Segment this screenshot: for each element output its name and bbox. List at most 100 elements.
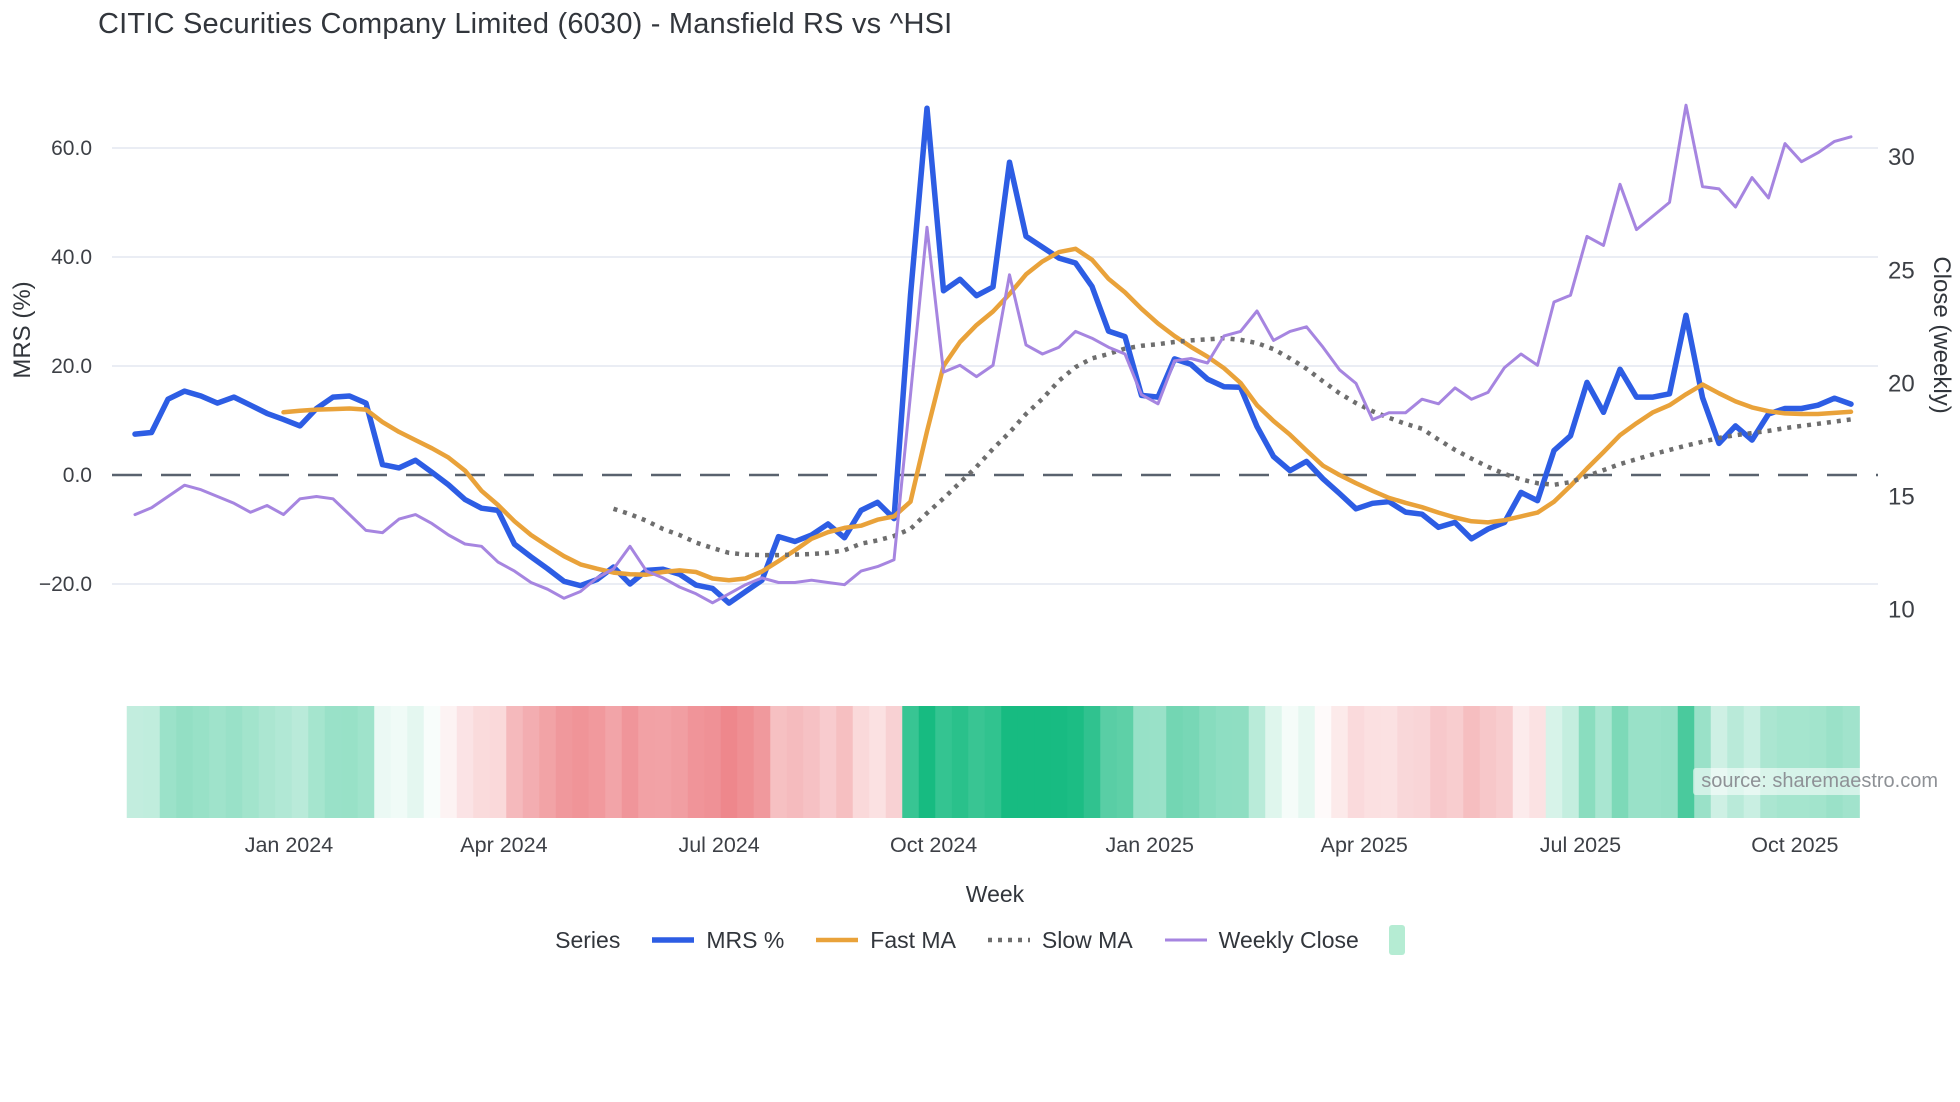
series-line-mrs- — [132, 105, 1854, 606]
heatmap-cell — [1380, 706, 1398, 818]
dotted-line-sample-slow-ma-icon — [987, 937, 1030, 943]
x-tick-label: Jan 2024 — [245, 833, 334, 857]
heatmap-cell — [440, 706, 458, 818]
heatmap-cell — [687, 706, 705, 818]
heatmap-cell — [1232, 706, 1250, 818]
heatmap-cell — [1248, 706, 1266, 818]
heatmap-cell — [720, 706, 738, 818]
heatmap-cell — [1743, 706, 1761, 818]
heatmap-cell — [1149, 706, 1167, 818]
legend-title: Series — [555, 926, 621, 953]
heatmap-cell — [852, 706, 870, 818]
heatmap-cell — [1760, 706, 1778, 818]
heatmap-cell — [1578, 706, 1596, 818]
heatmap-cell — [1364, 706, 1382, 818]
x-tick-label: Apr 2025 — [1321, 833, 1408, 857]
heatmap-cell — [1677, 706, 1695, 818]
heatmap-cell — [1133, 706, 1151, 818]
heatmap-cell — [159, 706, 177, 818]
heatmap-cell — [819, 706, 837, 818]
y-right-tick-label: 10 — [1888, 597, 1915, 624]
heatmap-cell — [407, 706, 425, 818]
heatmap-cell — [555, 706, 573, 818]
heatmap-cell — [1100, 706, 1118, 818]
heatmap-cell — [522, 706, 540, 818]
heatmap-cell — [242, 706, 260, 818]
heatmap-cell — [1331, 706, 1349, 818]
heatmap-cell — [1776, 706, 1794, 818]
y-left-tick-label: 0.0 — [63, 464, 92, 487]
heatmap-cell — [1050, 706, 1068, 818]
heatmap-cell — [1298, 706, 1316, 818]
heatmap-cell — [1001, 706, 1019, 818]
heatmap-cell — [1595, 706, 1613, 818]
heatmap-cell — [1727, 706, 1745, 818]
legend-item-label: Slow MA — [1041, 926, 1133, 953]
legend-item-label: Fast MA — [870, 926, 956, 953]
heatmap-cell — [308, 706, 326, 818]
heatmap-cell — [1545, 706, 1563, 818]
heatmap-cell — [1809, 706, 1827, 818]
heatmap-cell — [737, 706, 755, 818]
heatmap-cell — [770, 706, 788, 818]
heatmap-cell — [1562, 706, 1580, 818]
heatmap-cell — [968, 706, 986, 818]
heatmap-cell — [291, 706, 309, 818]
legend-item-fast-ma: Fast MA — [814, 927, 956, 954]
x-tick-label: Jul 2025 — [1540, 833, 1621, 857]
heatmap-cell — [1826, 706, 1844, 818]
y-left-tick-label: 20.0 — [51, 355, 92, 378]
heatmap-cell — [605, 706, 623, 818]
heatmap-cell — [539, 706, 557, 818]
heatmap-cell — [1496, 706, 1514, 818]
heatmap-cell — [258, 706, 276, 818]
heatmap-cell — [1199, 706, 1217, 818]
line-sample-fast-ma-icon — [816, 937, 859, 943]
heatmap-cell — [1281, 706, 1299, 818]
heatmap-cell — [753, 706, 771, 818]
heatmap-cell — [1314, 706, 1332, 818]
heatmap-cell — [357, 706, 375, 818]
heatmap-cell — [1628, 706, 1646, 818]
x-tick-label: Jul 2024 — [678, 833, 759, 857]
heatmap-cell — [1529, 706, 1547, 818]
heatmap-cell — [1397, 706, 1415, 818]
heatmap-swatch-icon — [1388, 925, 1405, 955]
heatmap-cell — [1166, 706, 1184, 818]
heatmap-cell — [902, 706, 920, 818]
line-sample-weekly-close-icon — [1164, 938, 1207, 942]
heatmap-cell — [209, 706, 227, 818]
legend-item-mrs: MRS % — [650, 927, 784, 954]
heatmap-cell — [176, 706, 194, 818]
y-right-tick-label: 30 — [1888, 144, 1915, 171]
heatmap-cell — [225, 706, 243, 818]
heatmap-cell — [1446, 706, 1464, 818]
heatmap-cell — [786, 706, 804, 818]
series-line-slow-ma — [612, 335, 1852, 558]
heatmap-cell — [885, 706, 903, 818]
heatmap-cell — [1265, 706, 1283, 818]
heatmap-cell — [918, 706, 936, 818]
x-tick-label: Oct 2025 — [1751, 833, 1838, 857]
y-right-tick-label: 15 — [1888, 484, 1915, 511]
x-tick-label: Oct 2024 — [890, 833, 977, 857]
heatmap-cell — [803, 706, 821, 818]
x-axis-title: Week — [966, 881, 1025, 907]
heatmap-cell — [489, 706, 507, 818]
chart-title: CITIC Securities Company Limited (6030) … — [98, 8, 953, 40]
line-sample-mrs-icon — [652, 937, 695, 943]
heatmap-cell — [951, 706, 969, 818]
heatmap-cell — [588, 706, 606, 818]
heatmap-cell — [836, 706, 854, 818]
heatmap-cell — [1067, 706, 1085, 818]
heatmap-cell — [374, 706, 392, 818]
x-tick-label: Jan 2025 — [1106, 833, 1195, 857]
heatmap-cell — [1710, 706, 1728, 818]
heatmap-cell — [456, 706, 474, 818]
heatmap-cell — [143, 706, 161, 818]
heatmap-cell — [390, 706, 408, 818]
heatmap-cell — [654, 706, 672, 818]
heatmap-cell — [1215, 706, 1233, 818]
heatmap-cell — [1430, 706, 1448, 818]
